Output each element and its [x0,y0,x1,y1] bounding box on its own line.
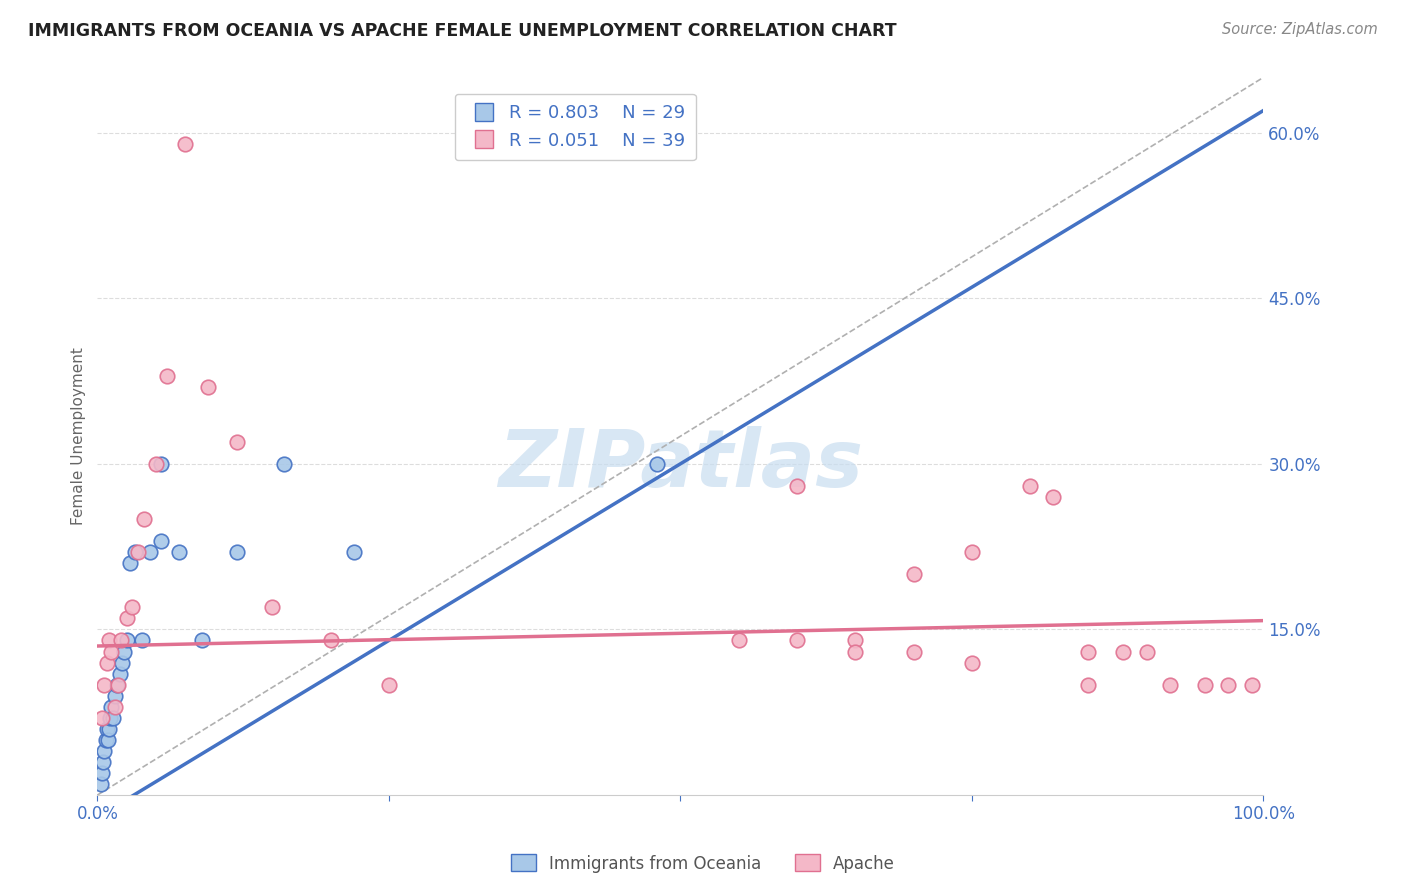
Y-axis label: Female Unemployment: Female Unemployment [72,347,86,525]
Point [727,633,749,648]
Point [191,633,214,648]
Point [127,545,149,559]
Point [100,644,122,658]
Point [343,545,366,559]
Point [197,379,219,393]
Point [1240,678,1263,692]
Point [1019,479,1042,493]
Point [115,633,138,648]
Point [97,732,120,747]
Point [786,633,808,648]
Point [104,699,127,714]
Point [115,611,138,625]
Legend: R = 0.803    N = 29, R = 0.051    N = 39: R = 0.803 N = 29, R = 0.051 N = 39 [456,94,696,161]
Point [150,534,173,549]
Point [262,600,284,615]
Point [903,567,925,582]
Point [107,678,129,692]
Point [1136,644,1159,658]
Point [378,678,401,692]
Point [903,644,925,658]
Point [1077,678,1099,692]
Point [167,545,190,559]
Point [108,666,131,681]
Point [90,777,112,791]
Point [93,678,115,692]
Point [124,545,146,559]
Point [156,368,179,383]
Legend: Immigrants from Oceania, Apache: Immigrants from Oceania, Apache [505,847,901,880]
Point [93,744,115,758]
Point [100,699,122,714]
Point [111,656,134,670]
Point [91,766,114,780]
Point [645,457,668,471]
Point [121,600,143,615]
Point [96,656,118,670]
Point [273,457,295,471]
Point [1194,678,1216,692]
Point [844,633,866,648]
Text: Source: ZipAtlas.com: Source: ZipAtlas.com [1222,22,1378,37]
Point [98,711,121,725]
Point [101,711,124,725]
Point [844,644,866,658]
Text: IMMIGRANTS FROM OCEANIA VS APACHE FEMALE UNEMPLOYMENT CORRELATION CHART: IMMIGRANTS FROM OCEANIA VS APACHE FEMALE… [28,22,897,40]
Point [1077,644,1099,658]
Point [91,755,114,769]
Point [94,732,117,747]
Point [112,644,135,658]
Point [105,678,128,692]
Point [91,711,114,725]
Point [786,479,808,493]
Point [131,633,153,648]
Point [960,545,983,559]
Point [132,512,155,526]
Point [104,689,127,703]
Point [173,136,195,151]
Point [118,556,141,570]
Point [319,633,342,648]
Point [1112,644,1135,658]
Point [98,633,121,648]
Point [98,722,121,736]
Point [1042,490,1064,504]
Point [150,457,173,471]
Point [1159,678,1181,692]
Point [226,545,249,559]
Point [145,457,167,471]
Point [110,633,132,648]
Point [960,656,983,670]
Point [226,434,249,449]
Point [1218,678,1240,692]
Point [96,722,118,736]
Text: ZIPatlas: ZIPatlas [498,426,863,504]
Point [139,545,162,559]
